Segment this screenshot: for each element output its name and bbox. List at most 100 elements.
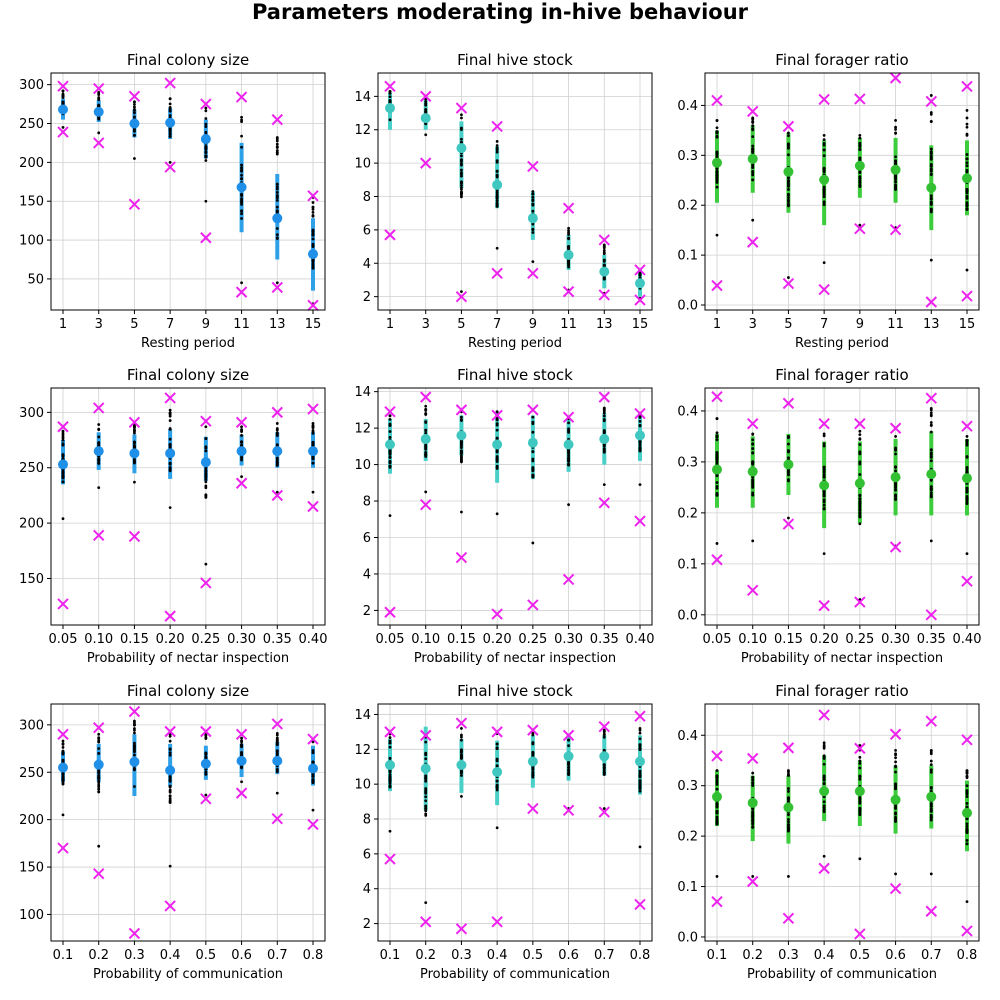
x-tick-label: 0.5 bbox=[850, 948, 871, 963]
run-dot bbox=[495, 457, 499, 461]
y-tick-label: 300 bbox=[19, 406, 44, 421]
run-dot bbox=[965, 116, 969, 120]
run-dot bbox=[787, 142, 790, 146]
x-tick-label: 1 bbox=[713, 317, 721, 332]
mean-marker bbox=[385, 759, 395, 770]
run-dot bbox=[894, 787, 897, 791]
run-dot bbox=[311, 244, 315, 248]
run-dot bbox=[894, 748, 897, 752]
max-marker bbox=[711, 750, 723, 762]
x-axis-label: Probability of communication bbox=[747, 967, 937, 982]
x-tick-label: 0.30 bbox=[554, 632, 583, 647]
min-marker bbox=[747, 584, 759, 597]
mean-marker bbox=[819, 480, 830, 491]
run-dot bbox=[275, 187, 279, 191]
min-marker bbox=[384, 229, 396, 241]
run-dot bbox=[929, 451, 933, 455]
run-dot bbox=[567, 762, 570, 766]
max-marker bbox=[854, 417, 866, 430]
run-dot bbox=[204, 480, 208, 484]
run-dot bbox=[715, 802, 719, 806]
run-dot bbox=[61, 96, 65, 99]
min-marker bbox=[307, 299, 319, 312]
subplot-9: Final forager ratio 0.1 0.2 0.3 0.4 0.5 0.6 0.7… bbox=[677, 682, 980, 982]
run-dot bbox=[787, 276, 790, 279]
min-marker bbox=[925, 609, 937, 621]
mean-marker bbox=[712, 157, 722, 168]
run-dot bbox=[715, 458, 719, 461]
y-tick-label: 2 bbox=[363, 917, 371, 932]
max-marker bbox=[455, 717, 468, 729]
run-dot bbox=[204, 472, 208, 475]
run-dot bbox=[61, 125, 65, 129]
run-dot bbox=[715, 453, 719, 456]
run-dot bbox=[424, 431, 428, 435]
run-dot bbox=[240, 166, 243, 170]
run-dot bbox=[929, 147, 933, 151]
x-tick-label: 15 bbox=[959, 317, 976, 332]
run-dot bbox=[715, 431, 719, 435]
run-dot bbox=[495, 189, 499, 193]
run-dot bbox=[388, 514, 392, 518]
run-dot bbox=[751, 875, 755, 878]
x-tick-label: 0.30 bbox=[881, 632, 910, 647]
max-marker bbox=[598, 720, 610, 733]
run-dot bbox=[388, 450, 392, 453]
run-dot bbox=[495, 410, 499, 414]
run-dot bbox=[715, 171, 719, 174]
run-dot bbox=[965, 122, 969, 126]
run-dot bbox=[240, 217, 243, 220]
subplot-4: Final colony size 0.05 0.10 0.15 0.20 0.25 0.3… bbox=[19, 366, 327, 666]
run-dot bbox=[929, 785, 933, 789]
run-dot bbox=[602, 807, 606, 810]
subplot-title: Final forager ratio bbox=[775, 51, 908, 69]
run-dot bbox=[858, 179, 862, 183]
run-dot bbox=[638, 771, 642, 775]
mean-marker bbox=[165, 448, 176, 459]
run-dot bbox=[240, 199, 243, 203]
run-dot bbox=[168, 102, 172, 106]
run-dot bbox=[311, 751, 315, 755]
run-dot bbox=[531, 450, 535, 454]
min-marker bbox=[200, 793, 212, 805]
run-dot bbox=[822, 754, 826, 758]
run-dot bbox=[460, 174, 463, 178]
run-dot bbox=[638, 737, 642, 741]
run-dot bbox=[460, 140, 463, 144]
run-dot bbox=[311, 774, 315, 778]
run-dot bbox=[602, 735, 606, 739]
run-dot bbox=[929, 770, 933, 774]
run-dot bbox=[858, 143, 862, 147]
x-tick-label: 0.25 bbox=[518, 632, 547, 647]
run-dot bbox=[715, 809, 719, 813]
run-dot bbox=[61, 517, 65, 521]
run-dot bbox=[240, 780, 243, 784]
mean-marker bbox=[420, 113, 431, 124]
run-dot bbox=[567, 237, 570, 241]
run-dot bbox=[275, 743, 279, 746]
mean-marker bbox=[783, 459, 794, 470]
min-marker bbox=[271, 813, 283, 825]
run-dot bbox=[894, 487, 897, 491]
run-dot bbox=[275, 739, 279, 743]
run-dot bbox=[460, 113, 463, 117]
run-dot bbox=[168, 506, 172, 510]
y-tick-label: 12 bbox=[354, 123, 371, 138]
run-dot bbox=[168, 131, 172, 135]
max-marker bbox=[384, 405, 396, 418]
run-dot bbox=[275, 733, 279, 737]
run-dot bbox=[61, 742, 65, 746]
run-dot bbox=[894, 784, 897, 788]
run-dot bbox=[965, 789, 969, 792]
run-dot bbox=[61, 758, 65, 762]
run-dot bbox=[929, 459, 933, 463]
y-tick-label: 12 bbox=[354, 422, 371, 437]
max-marker bbox=[527, 724, 539, 736]
run-dot bbox=[240, 456, 243, 459]
run-dot bbox=[460, 794, 463, 798]
run-dot bbox=[929, 491, 933, 495]
run-dot bbox=[965, 455, 969, 458]
run-dot bbox=[965, 822, 969, 826]
max-marker bbox=[527, 160, 539, 173]
run-dot bbox=[204, 449, 208, 453]
